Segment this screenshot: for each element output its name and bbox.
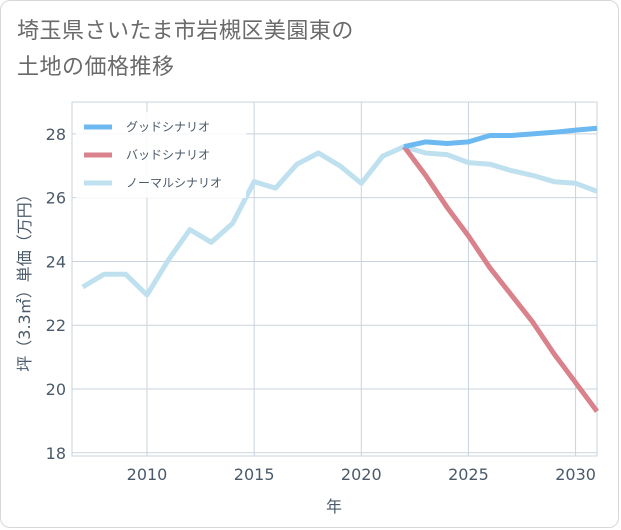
y-tick-label: 28: [46, 125, 66, 144]
x-tick-label: 2020: [341, 465, 382, 484]
y-tick-label: 26: [46, 189, 66, 208]
series-line-good: [403, 125, 598, 150]
y-tick-label: 22: [46, 316, 66, 335]
series-line-bad: [402, 145, 600, 413]
legend-label-bad: バッドシナリオ: [126, 148, 210, 162]
legend-label-good: グッドシナリオ: [126, 120, 210, 134]
x-tick-label: 2015: [234, 465, 275, 484]
y-tick-label: 20: [46, 380, 66, 399]
x-tick-label: 2010: [127, 465, 168, 484]
title-line-1: 埼玉県さいたま市岩槻区美園東の: [17, 19, 354, 44]
tick-labels: 18 20 22 24 26 28 2010 2015 2020 2025 2030: [46, 125, 596, 484]
legend: グッドシナリオ バッドシナリオ ノーマルシナリオ: [76, 112, 246, 198]
y-axis-title: 坪（3.3㎡）単価（万円）: [15, 186, 34, 371]
x-axis-title: 年: [326, 497, 342, 516]
y-tick-label: 24: [46, 252, 66, 271]
x-tick-label: 2025: [448, 465, 489, 484]
title-line-2: 土地の価格推移: [17, 55, 175, 80]
series-lines: [81, 125, 600, 413]
legend-label-normal: ノーマルシナリオ: [126, 176, 222, 190]
y-tick-label: 18: [46, 444, 66, 463]
series-line-normal: [81, 144, 598, 298]
gridlines: [72, 102, 597, 456]
page-title: 埼玉県さいたま市岩槻区美園東の 土地の価格推移: [17, 14, 354, 86]
x-tick-label: 2030: [555, 465, 596, 484]
